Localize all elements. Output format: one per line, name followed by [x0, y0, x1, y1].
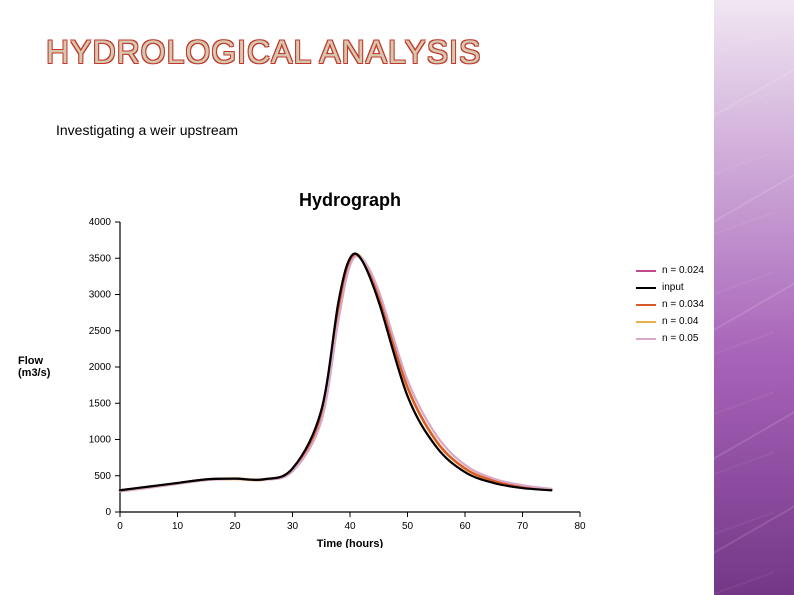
y-tick-label: 2500	[89, 326, 112, 337]
slide: { "layout": { "width": 794, "height": 59…	[0, 0, 794, 595]
y-tick-label: 3500	[89, 253, 112, 264]
legend-item-n_0_034: n = 0.034	[636, 296, 704, 313]
side-decoration	[714, 0, 794, 595]
legend-item-n_0_05: n = 0.05	[636, 330, 704, 347]
y-axis-label: Flow (m3/s)	[18, 355, 50, 379]
y-tick-label: 500	[94, 471, 111, 482]
legend-item-n_0_024: n = 0.024	[636, 262, 704, 279]
x-axis-label: Time (hours)	[317, 538, 384, 548]
hydrograph-chart: Hydrograph 0 10 20 30 40 50 60 70 80 0 500 1000 1500 2…	[52, 192, 612, 548]
legend-label: n = 0.05	[662, 330, 698, 347]
x-tick-label: 0	[117, 521, 123, 532]
y-axis-label-line2: (m3/s)	[18, 367, 50, 379]
x-tick-label: 40	[344, 521, 356, 532]
y-tick-label: 0	[105, 507, 111, 518]
series-n_0_024	[120, 254, 551, 491]
chart-svg: Hydrograph 0 10 20 30 40 50 60 70 80 0 500 1000 1500 2…	[52, 192, 612, 548]
y-tick-label: 2000	[89, 362, 112, 373]
x-tick-label: 80	[574, 521, 586, 532]
y-tick-label: 1500	[89, 398, 112, 409]
x-tick-label: 60	[459, 521, 471, 532]
legend-item-input: input	[636, 279, 704, 296]
y-tick-label: 1000	[89, 435, 112, 446]
series-input	[120, 254, 551, 491]
series-n_0_04	[120, 254, 551, 491]
x-tick-label: 20	[229, 521, 241, 532]
y-tick-label: 3000	[89, 290, 112, 301]
legend-label: n = 0.024	[662, 262, 704, 279]
page-title: HYDROLOGICAL ANALYSIS	[46, 34, 481, 71]
legend-item-n_0_04: n = 0.04	[636, 313, 704, 330]
chart-legend: n = 0.024inputn = 0.034n = 0.04n = 0.05	[636, 262, 704, 347]
legend-swatch	[636, 338, 656, 340]
legend-label: input	[662, 279, 684, 296]
x-tick-label: 70	[517, 521, 529, 532]
x-tick-label: 30	[287, 521, 299, 532]
series-n_0_05	[120, 256, 551, 491]
legend-swatch	[636, 287, 656, 289]
legend-swatch	[636, 304, 656, 306]
x-tick-label: 10	[172, 521, 184, 532]
y-axis-label-line1: Flow	[18, 355, 50, 367]
legend-label: n = 0.034	[662, 296, 704, 313]
legend-label: n = 0.04	[662, 313, 698, 330]
y-tick-label: 4000	[89, 217, 112, 228]
chart-title: Hydrograph	[299, 192, 401, 210]
series-n_0_034	[120, 254, 551, 491]
x-tick-label: 50	[402, 521, 414, 532]
legend-swatch	[636, 270, 656, 272]
legend-swatch	[636, 321, 656, 323]
page-subtitle: Investigating a weir upstream	[56, 122, 238, 138]
